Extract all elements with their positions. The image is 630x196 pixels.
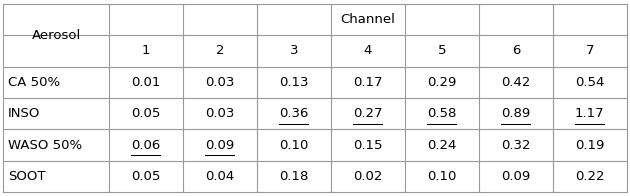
Text: 0.58: 0.58 [427,107,457,120]
Text: 2: 2 [215,44,224,57]
Text: 0.02: 0.02 [353,170,382,183]
Text: 0.06: 0.06 [132,139,161,152]
Text: 0.24: 0.24 [427,139,457,152]
Text: 0.09: 0.09 [501,170,530,183]
Text: 0.10: 0.10 [279,139,309,152]
Text: 0.04: 0.04 [205,170,234,183]
Text: WASO 50%: WASO 50% [8,139,83,152]
Text: 0.05: 0.05 [131,107,161,120]
Text: INSO: INSO [8,107,40,120]
Text: 7: 7 [586,44,594,57]
Text: 0.17: 0.17 [353,76,382,89]
Text: 1: 1 [142,44,150,57]
Text: 0.19: 0.19 [575,139,605,152]
Text: 1.17: 1.17 [575,107,605,120]
Text: Aerosol: Aerosol [32,29,81,42]
Text: 0.36: 0.36 [279,107,309,120]
Text: 0.09: 0.09 [205,139,234,152]
Text: 0.05: 0.05 [131,170,161,183]
Text: 0.15: 0.15 [353,139,382,152]
Text: Channel: Channel [340,13,396,26]
Text: 0.89: 0.89 [501,107,530,120]
Text: 0.22: 0.22 [575,170,605,183]
Text: 0.42: 0.42 [501,76,530,89]
Text: 0.03: 0.03 [205,76,234,89]
Text: CA 50%: CA 50% [8,76,60,89]
Text: 0.10: 0.10 [427,170,457,183]
Text: 5: 5 [438,44,446,57]
Text: 0.13: 0.13 [279,76,309,89]
Text: 6: 6 [512,44,520,57]
Text: 0.54: 0.54 [575,76,605,89]
Text: 0.01: 0.01 [131,76,161,89]
Text: 3: 3 [290,44,298,57]
Text: 0.29: 0.29 [427,76,457,89]
Text: 4: 4 [364,44,372,57]
Text: 0.03: 0.03 [205,107,234,120]
Text: 0.27: 0.27 [353,107,382,120]
Text: 0.18: 0.18 [279,170,309,183]
Text: 0.32: 0.32 [501,139,530,152]
Text: SOOT: SOOT [8,170,46,183]
